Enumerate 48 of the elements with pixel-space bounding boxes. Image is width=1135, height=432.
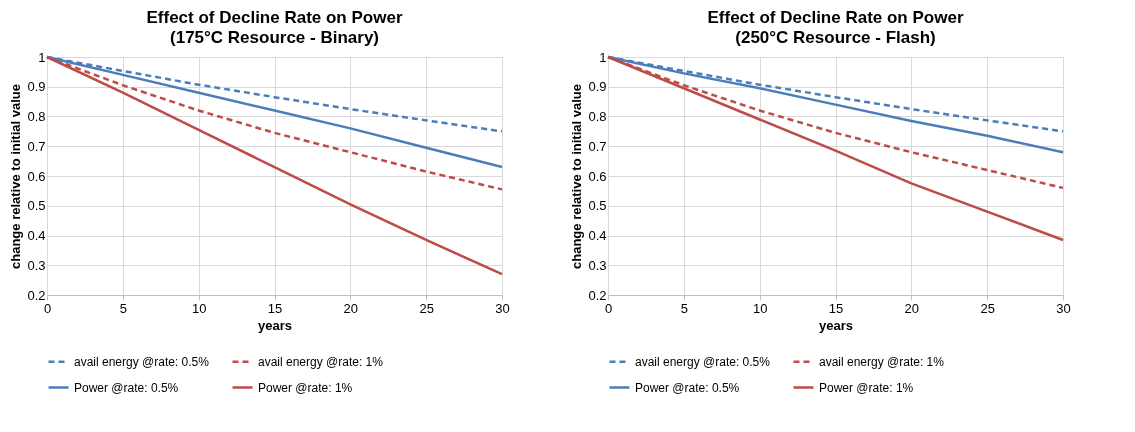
chart-subtitle: (250°C Resource - Flash) — [735, 28, 936, 47]
y-tick-label: 0.9 — [588, 79, 607, 95]
y-tick-label: 0.9 — [27, 79, 46, 95]
x-tick-label: 5 — [119, 300, 127, 316]
y-tick-label: 0.8 — [27, 109, 46, 124]
y-tick-label: 0.7 — [588, 138, 607, 154]
y-tick-label: 0.4 — [588, 228, 607, 243]
x-tick-label: 30 — [1056, 300, 1071, 316]
y-tick-label: 0.2 — [27, 287, 46, 303]
legend-label: avail energy @rate: 0.5% — [635, 354, 771, 369]
legend-label: Power @rate: 0.5% — [74, 380, 179, 395]
legend-label: avail energy @rate: 1% — [258, 354, 384, 369]
legend-label: Power @rate: 0.5% — [635, 380, 740, 395]
y-axis-title: change relative to initial value — [569, 84, 585, 269]
y-tick-label: 0.7 — [27, 138, 46, 154]
x-tick-label: 20 — [343, 300, 359, 316]
y-axis-title: change relative to initial value — [8, 84, 24, 269]
y-tick-label: 0.2 — [588, 287, 607, 303]
x-tick-label: 5 — [680, 300, 688, 316]
x-tick-label: 30 — [495, 300, 510, 316]
x-tick-label: 25 — [980, 300, 995, 316]
y-tick-label: 0.8 — [588, 109, 607, 124]
chart-title: Effect of Decline Rate on Power — [707, 8, 964, 27]
y-tick-label: 0.4 — [27, 228, 46, 243]
legend-label: avail energy @rate: 0.5% — [74, 354, 210, 369]
x-tick-label: 0 — [604, 300, 613, 316]
x-tick-label: 15 — [267, 300, 283, 316]
y-tick-label: 0.5 — [27, 198, 46, 214]
x-tick-label: 25 — [419, 300, 434, 316]
chart-title: Effect of Decline Rate on Power — [146, 8, 403, 27]
y-tick-label: 1 — [599, 49, 607, 65]
x-tick-label: 15 — [828, 300, 844, 316]
x-axis-title: years — [258, 317, 292, 333]
x-tick-label: 10 — [752, 300, 768, 316]
chart-subtitle: (175°C Resource - Binary) — [170, 28, 379, 47]
x-tick-label: 0 — [43, 300, 52, 316]
legend-label: Power @rate: 1% — [258, 380, 353, 395]
y-tick-label: 0.3 — [27, 257, 46, 273]
x-axis-title: years — [819, 317, 853, 333]
legend-label: Power @rate: 1% — [819, 380, 914, 395]
x-tick-label: 10 — [191, 300, 207, 316]
y-tick-label: 0.5 — [588, 198, 607, 214]
y-tick-label: 0.3 — [588, 257, 607, 273]
y-tick-label: 0.6 — [588, 168, 607, 184]
legend-label: avail energy @rate: 1% — [819, 354, 945, 369]
y-tick-label: 0.6 — [27, 168, 46, 184]
y-tick-label: 1 — [38, 49, 46, 65]
x-tick-label: 20 — [904, 300, 920, 316]
